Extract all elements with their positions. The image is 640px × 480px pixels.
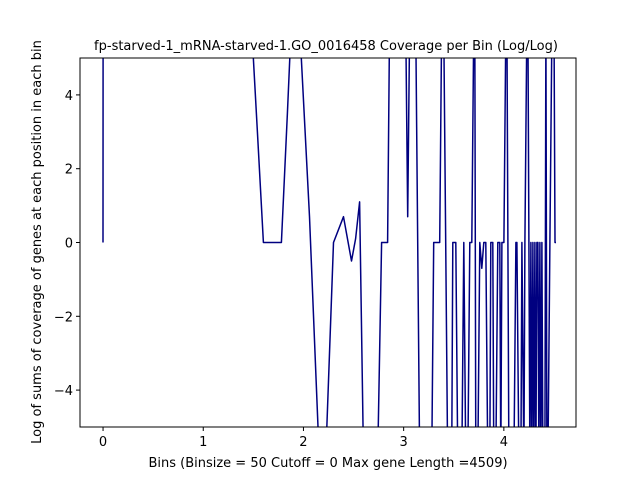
- y-tick-label: 2: [65, 163, 73, 178]
- y-tick-label: 4: [65, 89, 73, 104]
- series-layer: [102, 58, 556, 427]
- x-tick-label: 4: [500, 435, 508, 450]
- y-tick-label: −2: [54, 310, 73, 325]
- chart-title: fp-starved-1_mRNA-starved-1.GO_0016458 C…: [94, 39, 558, 54]
- coverage-series-line: [102, 58, 556, 427]
- ticks-layer: 0 1 2 3 4 −4 −2 0 2 4: [54, 89, 508, 450]
- plot-frame: [79, 57, 577, 428]
- x-axis-label: Bins (Binsize = 50 Cutoff = 0 Max gene L…: [148, 456, 507, 471]
- x-tick-label: 2: [299, 435, 307, 450]
- y-axis-label: Log of sums of coverage of genes at each…: [30, 40, 45, 444]
- x-tick-label: 0: [99, 435, 107, 450]
- x-tick-label: 1: [199, 435, 207, 450]
- y-tick-label: −4: [54, 384, 73, 399]
- y-tick-label: 0: [65, 237, 73, 252]
- x-tick-label: 3: [400, 435, 408, 450]
